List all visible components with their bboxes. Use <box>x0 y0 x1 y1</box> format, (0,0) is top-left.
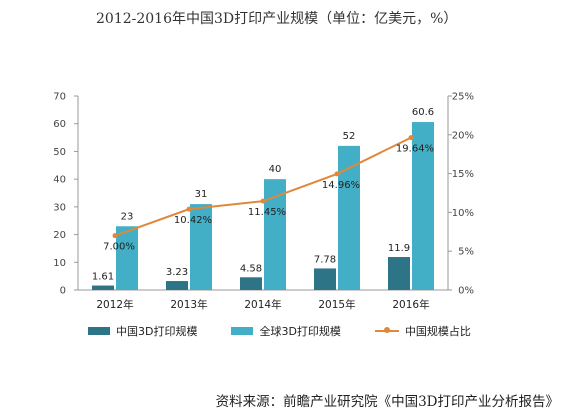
bar-china <box>240 277 262 290</box>
data-label-global: 52 <box>343 131 356 142</box>
chart-legend: 中国3D打印规模 全球3D打印规模 中国规模占比 <box>88 323 471 339</box>
x-tick-label: 2014年 <box>244 298 281 311</box>
x-tick-label: 2016年 <box>392 298 429 311</box>
data-label-share: 19.64% <box>396 144 434 155</box>
y-left-tick-label: 0 <box>60 286 66 297</box>
data-label-global: 23 <box>121 211 134 222</box>
y-right-tick-label: 20% <box>452 130 474 141</box>
chart-title: 2012-2016年中国3D打印产业规模（单位：亿美元，%） <box>96 11 458 27</box>
legend-item-china: 中国3D打印规模 <box>88 323 197 339</box>
bar-global <box>412 122 434 291</box>
share-point <box>334 171 340 177</box>
y-left-tick-label: 40 <box>53 175 66 186</box>
bar-global <box>190 204 212 290</box>
y-left-tick-label: 10 <box>53 258 66 269</box>
legend-label-share: 中国规模占比 <box>404 325 471 338</box>
data-label-china: 4.58 <box>240 263 262 274</box>
share-point <box>408 135 414 141</box>
data-label-share: 11.45% <box>248 207 286 218</box>
share-point <box>186 206 192 212</box>
data-label-china: 7.78 <box>314 254 336 265</box>
share-line <box>114 136 412 237</box>
data-label-china: 3.23 <box>166 267 188 278</box>
y-right-tick-label: 15% <box>452 169 474 180</box>
data-label-china: 11.9 <box>388 243 410 254</box>
y-right-tick-label: 25% <box>452 92 474 103</box>
bar-global <box>116 226 138 290</box>
data-label-global: 31 <box>195 189 208 200</box>
x-tick-label: 2013年 <box>170 298 207 311</box>
x-tick-label: 2012年 <box>96 298 133 311</box>
data-label-share: 14.96% <box>322 180 360 191</box>
data-label-share: 10.42% <box>174 215 212 226</box>
x-tick-label: 2015年 <box>318 298 355 311</box>
bar-china <box>166 281 188 290</box>
legend-item-global: 全球3D打印规模 <box>231 323 341 339</box>
share-point <box>112 233 118 239</box>
bar-china <box>92 285 114 290</box>
y-left-tick-label: 20 <box>53 230 66 241</box>
legend-swatch-global <box>231 327 254 335</box>
y-right-tick-label: 10% <box>452 208 474 219</box>
bar-global <box>264 179 286 290</box>
bar-china <box>314 268 336 290</box>
y-right-tick-label: 0% <box>458 286 474 297</box>
data-label-global: 60.6 <box>412 107 434 118</box>
y-left-tick-label: 70 <box>53 92 66 103</box>
legend-swatch-share <box>374 327 399 333</box>
y-left-tick-label: 50 <box>53 147 66 158</box>
legend-item-share: 中国规模占比 <box>374 323 471 339</box>
legend-swatch-china <box>88 327 110 335</box>
y-left-tick-label: 60 <box>53 119 66 130</box>
legend-label-global: 全球3D打印规模 <box>259 325 341 338</box>
bar-global <box>338 145 360 290</box>
data-label-share: 7.00% <box>103 242 135 253</box>
data-label-global: 40 <box>269 164 282 175</box>
legend-label-china: 中国3D打印规模 <box>116 325 198 338</box>
source-note: 资料来源：前瞻产业研究院《中国3D打印产业分析报告》 <box>215 394 559 410</box>
data-label-china: 1.61 <box>92 272 114 283</box>
y-left-tick-label: 30 <box>53 202 66 213</box>
y-right-tick-label: 5% <box>458 247 474 258</box>
share-point <box>260 198 266 204</box>
bar-china <box>388 257 410 290</box>
